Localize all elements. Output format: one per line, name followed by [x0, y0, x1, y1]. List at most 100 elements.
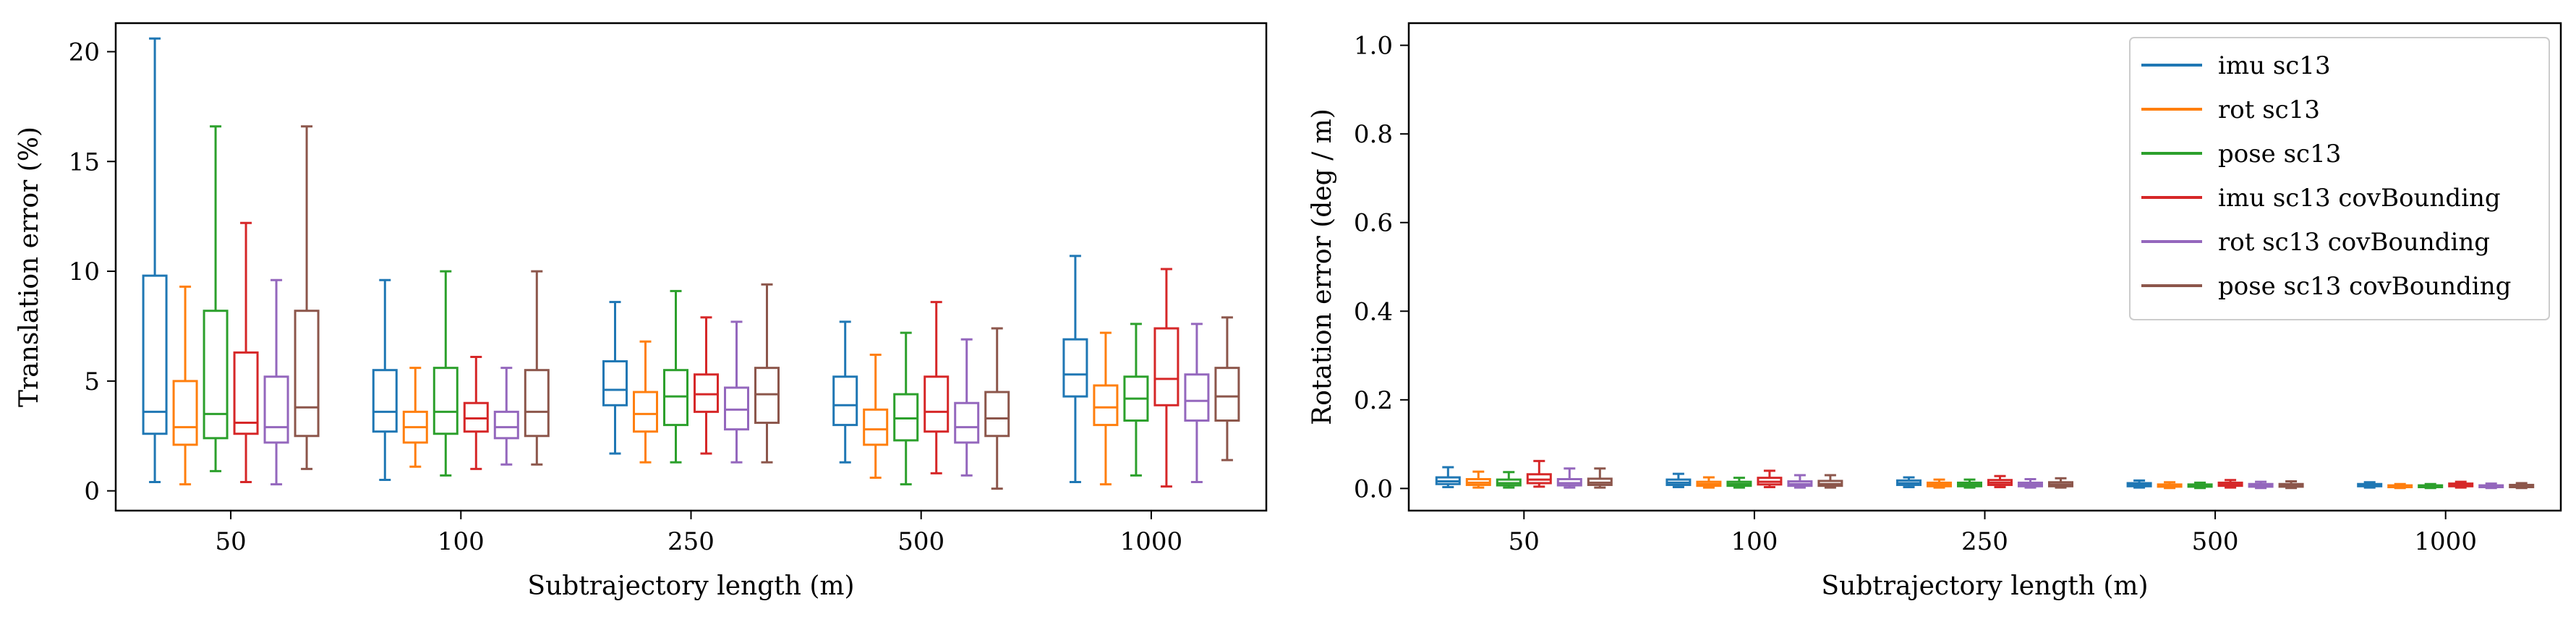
y-tick-label: 0.6	[1354, 209, 1393, 238]
y-tick-label: 0.0	[1354, 474, 1393, 503]
x-tick-label: 100	[438, 527, 485, 556]
iqr-box	[602, 360, 628, 406]
box-2	[602, 301, 628, 455]
iqr-box	[233, 351, 259, 435]
box-3	[863, 353, 889, 479]
iqr-box	[1153, 327, 1180, 406]
y-tick-label: 0.2	[1354, 386, 1393, 415]
box-1	[493, 367, 519, 466]
series-0	[1435, 466, 2383, 489]
box-0	[294, 125, 320, 470]
iqr-box	[372, 369, 398, 433]
iqr-box	[694, 373, 719, 413]
iqr-box	[1214, 367, 1240, 422]
series-5	[1587, 467, 2535, 490]
box-4	[2357, 481, 2383, 489]
box-0	[202, 125, 229, 472]
box-3	[893, 331, 919, 486]
x-axis-label: Subtrajectory length (m)	[1821, 571, 2148, 601]
box-4	[2387, 482, 2413, 490]
legend-label-2: pose sc13	[2218, 140, 2341, 169]
legend-label-0: imu sc13	[2218, 51, 2331, 80]
box-1	[524, 270, 550, 466]
y-axis-label: Translation error (%)	[14, 127, 44, 407]
box-4	[2418, 482, 2444, 490]
iqr-box	[463, 401, 489, 433]
iqr-box	[294, 310, 320, 438]
iqr-box	[633, 391, 658, 433]
series-4	[263, 278, 1210, 486]
iqr-box	[1093, 384, 1119, 427]
iqr-box	[432, 367, 459, 435]
box-3	[2248, 480, 2274, 490]
box-0	[233, 221, 259, 484]
box-2	[1987, 474, 2013, 489]
box-2	[2018, 477, 2043, 489]
iqr-box	[493, 410, 519, 440]
box-2	[663, 289, 688, 464]
legend-box	[2129, 37, 2550, 320]
box-4	[2478, 482, 2504, 490]
box-3	[2278, 480, 2304, 490]
legend: imu sc13 rot sc13 pose sc13 imu sc13 covBou…	[2129, 37, 2550, 320]
iqr-box	[1062, 338, 1088, 398]
series-2	[202, 125, 1149, 486]
rotation-error-chart: 0.0 0.2 0.4 0.6 0.8 1.0 50 100 250 500 1000 Subtraj…	[1308, 22, 2562, 601]
iqr-box	[863, 408, 889, 446]
box-4	[1153, 268, 1180, 488]
iqr-box	[524, 369, 550, 438]
box-4	[1123, 323, 1149, 477]
x-tick-label: 1000	[1120, 527, 1183, 556]
box-1	[1666, 472, 1692, 489]
y-tick-label: 0.8	[1354, 120, 1393, 149]
box-0	[1465, 470, 1491, 489]
y-tick-label: 15	[69, 148, 100, 176]
box-2	[1896, 476, 1922, 489]
iqr-box	[893, 393, 919, 442]
box-1	[402, 367, 428, 468]
iqr-box	[172, 380, 198, 446]
iqr-box	[984, 391, 1010, 438]
series-1	[172, 285, 1119, 486]
iqr-box	[832, 375, 858, 427]
x-tick-label: 250	[1961, 527, 2008, 556]
series-1	[1465, 470, 2413, 490]
x-axis-label: Subtrajectory length (m)	[527, 571, 854, 601]
iqr-box	[142, 274, 168, 435]
box-1	[1757, 469, 1783, 489]
translation-error-chart: 0 5 10 15 20 50 100 250 500 1000 Subtrajectory len…	[14, 22, 1268, 601]
series-3	[1526, 459, 2474, 489]
box-2	[724, 320, 749, 464]
box-2	[754, 283, 780, 464]
series-0	[142, 37, 1088, 484]
x-tick-label: 50	[215, 527, 246, 556]
legend-label-4: rot sc13 covBounding	[2218, 228, 2490, 257]
series-3	[233, 221, 1180, 488]
series-2	[1496, 471, 2444, 490]
legend-label-3: imu sc13 covBounding	[2218, 184, 2501, 213]
iqr-box	[263, 375, 289, 444]
box-3	[2217, 479, 2243, 489]
y-tick-label: 1.0	[1354, 32, 1393, 61]
series-5	[294, 125, 1240, 490]
y-tick-label: 0	[84, 477, 100, 506]
box-0	[1556, 467, 1582, 489]
box-0	[263, 278, 289, 486]
box-0	[1526, 459, 1552, 488]
box-3	[832, 320, 858, 464]
box-2	[1927, 478, 1952, 489]
x-tick-label: 500	[897, 527, 944, 556]
box-4	[2509, 482, 2535, 490]
box-4	[1214, 316, 1240, 461]
y-tick-label: 0.4	[1354, 297, 1393, 326]
box-0	[1496, 471, 1522, 489]
y-tick-label: 20	[69, 38, 100, 67]
box-4	[1184, 323, 1210, 484]
box-2	[694, 316, 719, 455]
box-1	[432, 270, 459, 477]
iqr-box	[1184, 373, 1210, 422]
x-tick-label: 100	[1731, 527, 1778, 556]
box-0	[172, 285, 198, 486]
iqr-box	[202, 310, 229, 440]
